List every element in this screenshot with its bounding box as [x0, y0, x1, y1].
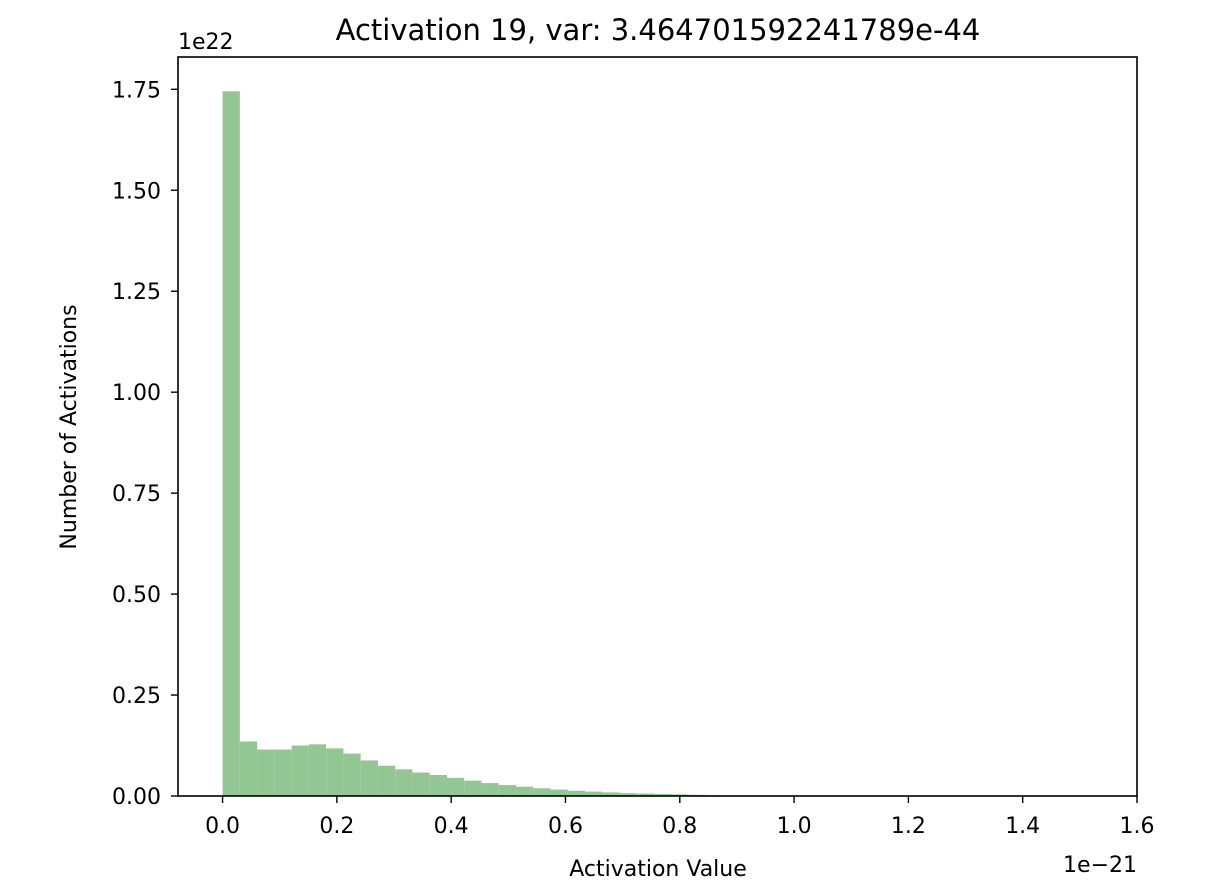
x-tick-label: 0.6	[548, 814, 583, 839]
histogram-bar	[412, 772, 430, 796]
histogram-bar	[308, 744, 327, 796]
histogram-bar	[602, 792, 620, 796]
y-tick-label: 0.50	[112, 583, 161, 608]
y-tick-label: 1.25	[112, 280, 161, 305]
histogram-bar	[567, 790, 586, 796]
x-tick-label: 1.0	[777, 814, 812, 839]
x-tick-label: 0.2	[319, 814, 354, 839]
histogram-bar	[619, 793, 637, 796]
y-tick-label: 0.75	[112, 482, 161, 507]
histogram-bar	[515, 786, 534, 796]
histogram-bar	[257, 749, 275, 796]
histogram-bar	[343, 753, 361, 796]
x-axis-ticks: 0.0 0.2 0.4 0.6 0.8 1.0 1.2 1.4 1.6	[205, 796, 1155, 839]
histogram-bar	[446, 777, 465, 796]
y-axis-ticks: 0.00 0.25 0.50 0.75 1.00 1.25 1.50 1.75	[112, 78, 178, 810]
histogram-bar	[654, 793, 672, 796]
histogram-bars	[222, 91, 741, 796]
y-offset-label: 1e22	[178, 30, 234, 55]
x-tick-label: 0.0	[205, 814, 240, 839]
histogram-bar	[481, 783, 499, 796]
histogram-bar	[239, 741, 258, 796]
y-tick-label: 0.00	[112, 785, 161, 810]
histogram-bar	[274, 749, 292, 796]
histogram-bar	[377, 765, 396, 796]
y-tick-label: 1.00	[112, 381, 161, 406]
x-offset-label: 1e−21	[1063, 853, 1137, 878]
x-tick-label: 1.4	[1005, 814, 1040, 839]
y-tick-label: 1.50	[112, 179, 161, 204]
histogram-bar	[360, 760, 378, 796]
y-tick-label: 0.25	[112, 684, 161, 709]
x-tick-label: 1.2	[891, 814, 926, 839]
histogram-bar	[636, 793, 655, 796]
y-tick-label: 1.75	[112, 78, 161, 103]
x-axis-label: Activation Value	[569, 857, 747, 882]
histogram-bar	[498, 785, 516, 796]
y-axis-label: Number of Activations	[57, 304, 82, 549]
histogram-bar	[533, 788, 551, 796]
x-tick-label: 1.6	[1120, 814, 1155, 839]
histogram-bar	[671, 794, 689, 796]
histogram-bar	[326, 748, 344, 796]
x-tick-label: 0.8	[662, 814, 697, 839]
histogram-bar	[550, 789, 568, 796]
chart-title: Activation 19, var: 3.464701592241789e-4…	[336, 13, 981, 47]
x-tick-label: 0.4	[434, 814, 469, 839]
histogram-bar	[429, 775, 447, 796]
histogram-bar	[222, 91, 240, 796]
histogram-bar	[464, 780, 482, 796]
histogram-bar	[395, 769, 413, 796]
histogram-bar	[585, 791, 603, 796]
histogram-bar	[291, 745, 309, 796]
plot-frame	[177, 56, 1138, 797]
